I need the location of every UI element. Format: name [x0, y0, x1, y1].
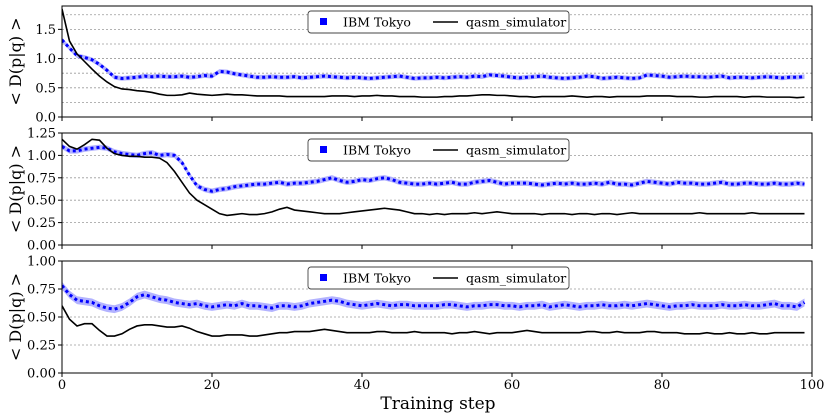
legend-marker-ibm-tokyo: [320, 274, 327, 281]
ibm-tokyo-line: [62, 145, 805, 193]
qasm-simulator-line: [62, 8, 805, 99]
y-tick-label: 0.50: [27, 311, 56, 326]
legend-label-qasm-simulator: qasm_simulator: [466, 271, 566, 286]
legend-label-ibm-tokyo: IBM Tokyo: [343, 143, 411, 158]
plot-area: [62, 8, 805, 99]
ibm-tokyo-band: [62, 37, 805, 81]
y-tick-label: 0.75: [27, 171, 56, 186]
legend-marker-ibm-tokyo: [320, 18, 327, 25]
x-axis-label: Training step: [380, 394, 495, 414]
y-axis-label: < D(p|q) >: [6, 17, 25, 105]
legend: IBM Tokyo qasm_simulator: [307, 138, 570, 162]
x-tick-label: 0: [58, 378, 66, 393]
legend-marker-ibm-tokyo: [320, 146, 327, 153]
ibm-tokyo-line: [62, 38, 805, 80]
x-tick-label: 20: [204, 378, 221, 393]
y-tick-label: 1.00: [27, 149, 56, 164]
y-tick-label: 1.5: [35, 23, 56, 38]
y-axis-label: < D(p|q) >: [6, 145, 25, 233]
panel-1: 0.0 0.5 1.0 1.5 < D(p|q) > IBM Tokyo qasm_simu…: [6, 5, 813, 126]
panel-3: 0.00 0.25 0.50 0.75 1.00 0 20 40 60 80 100 < D(p|q)…: [6, 255, 824, 394]
y-tick-label: 1.00: [27, 255, 56, 270]
qasm-simulator-line: [62, 305, 805, 337]
legend: IBM Tokyo qasm_simulator: [307, 266, 570, 290]
y-tick-label: 0.50: [27, 194, 56, 209]
y-tick-label: 0.5: [35, 81, 56, 96]
y-tick-label: 1.0: [35, 52, 56, 67]
y-axis-label: < D(p|q) >: [6, 273, 25, 361]
legend-label-ibm-tokyo: IBM Tokyo: [343, 15, 411, 30]
x-tick-label: 40: [354, 378, 371, 393]
y-tick-label: 0.75: [27, 283, 56, 298]
axes-frame: [61, 132, 813, 246]
ibm-tokyo-line: [62, 284, 806, 311]
y-tick-label: 0.25: [27, 339, 56, 354]
y-tick-label: 0.00: [27, 367, 56, 382]
plot-area: [62, 281, 806, 337]
legend-label-qasm-simulator: qasm_simulator: [466, 143, 566, 158]
x-tick-label: 100: [800, 378, 825, 393]
y-tick-label: 0.25: [27, 216, 56, 231]
legend-label-qasm-simulator: qasm_simulator: [466, 15, 566, 30]
y-tick-label: 1.25: [27, 127, 56, 142]
panel-2: 0.00 0.25 0.50 0.75 1.00 1.25< D(p|q) > IBM To…: [6, 127, 813, 254]
legend: IBM Tokyo qasm_simulator: [307, 10, 570, 34]
qasm-simulator-line: [62, 138, 805, 217]
x-tick-label: 60: [504, 378, 521, 393]
y-tick-label: 0.0: [35, 111, 56, 126]
axes-frame: [61, 5, 813, 118]
plot-area: [62, 138, 805, 217]
y-tick-label: 0.00: [27, 239, 56, 254]
x-tick-label: 80: [654, 378, 671, 393]
ibm-tokyo-band: [62, 143, 805, 194]
legend-label-ibm-tokyo: IBM Tokyo: [343, 271, 411, 286]
